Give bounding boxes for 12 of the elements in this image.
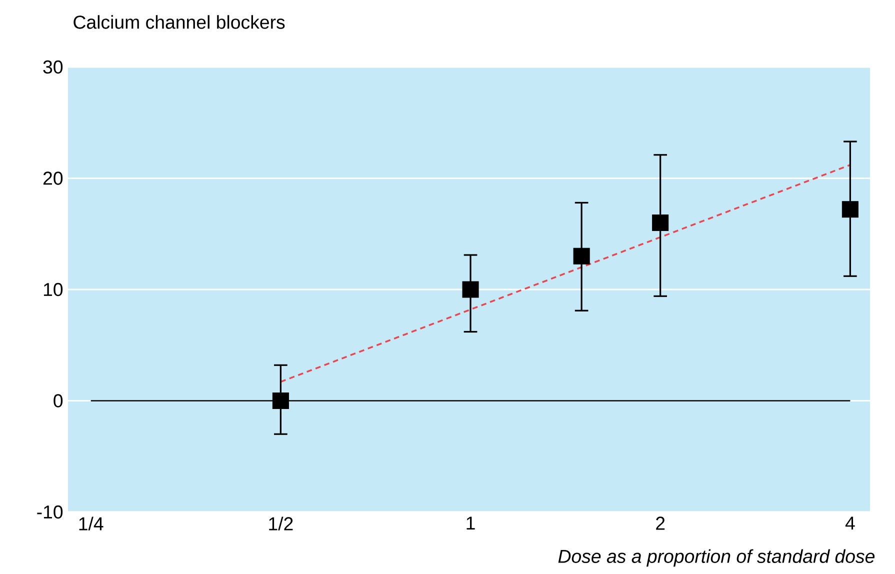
x-axis-title: Dose as a proportion of standard dose [558,549,875,567]
y-tick-label: 20 [43,172,63,185]
chart-title: Calcium channel blockers [74,15,285,29]
y-tick-label: 30 [43,60,63,74]
y-tick-label: 0 [54,394,63,408]
y-tick-label: -10 [37,505,63,519]
y-tick-label: 10 [44,282,63,296]
x-tick-label: 1/4 [79,516,104,530]
x-tick-label: 1/2 [269,516,293,530]
x-tick-label: 1 [466,516,475,530]
x-tick-label: 4 [845,516,855,530]
x-tick-label: 2 [656,516,665,530]
